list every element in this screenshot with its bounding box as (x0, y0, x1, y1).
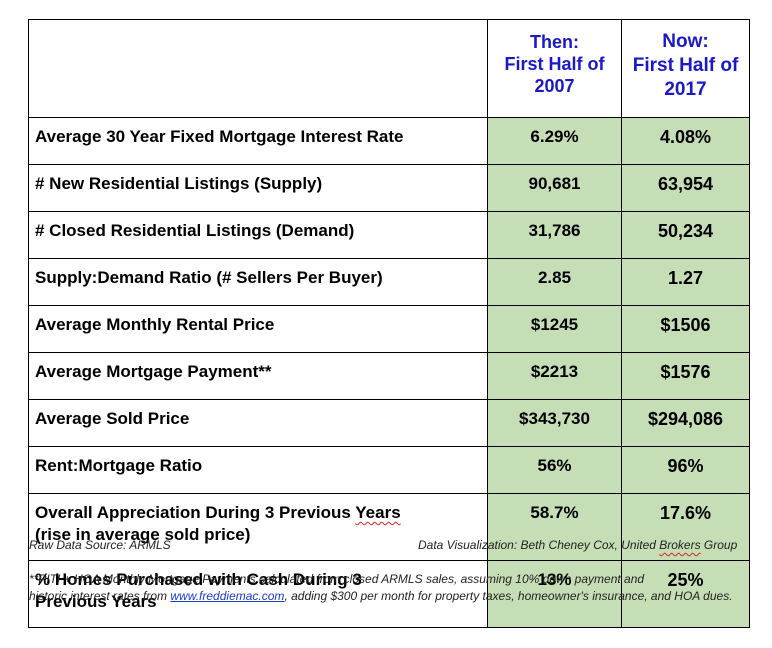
footnote-line-1: **PITI + HOA Monthly Mortgage Payments c… (29, 572, 645, 586)
freddiemac-link[interactable]: www.freddiemac.com (170, 589, 285, 603)
footnote: **PITI + HOA Monthly Mortgage Payments c… (29, 571, 759, 605)
value-now: $1506 (621, 305, 750, 353)
value-now: $294,086 (621, 399, 750, 447)
row-label: Average Sold Price (28, 399, 488, 447)
table-header-row: Then: First Half of 2007 Now: First Half… (28, 19, 750, 118)
column-header-now: Now: First Half of 2017 (621, 19, 750, 118)
credit-suffix: Group (700, 538, 738, 552)
value-now: 96% (621, 446, 750, 494)
table-row: Supply:Demand Ratio (# Sellers Per Buyer… (28, 258, 750, 306)
row-label: Average Monthly Rental Price (28, 305, 488, 353)
data-source-note: Raw Data Source: ARMLS (29, 538, 171, 552)
table-row: Average Sold Price $343,730 $294,086 (28, 399, 750, 447)
table-row: Average Monthly Rental Price $1245 $1506 (28, 305, 750, 353)
table-row: % Homes Purchased with Cash During 3 Pre… (28, 560, 750, 628)
table-row: # Closed Residential Listings (Demand) 3… (28, 211, 750, 259)
value-now: 4.08% (621, 117, 750, 165)
value-now: 25% (621, 560, 750, 628)
row-label-text: Overall Appreciation During 3 Previous (35, 503, 356, 522)
credit-prefix: Data Visualization: Beth Cheney Cox, Uni… (418, 538, 660, 552)
value-then: $1245 (487, 305, 622, 353)
header-then-line-3: 2007 (534, 76, 575, 96)
row-label: Average 30 Year Fixed Mortgage Interest … (28, 117, 488, 165)
header-now-line-1: Now: (662, 31, 709, 52)
table-row: Average Mortgage Payment** $2213 $1576 (28, 352, 750, 400)
value-then: 6.29% (487, 117, 622, 165)
visualization-credit: Data Visualization: Beth Cheney Cox, Uni… (418, 538, 737, 552)
table-row: Rent:Mortgage Ratio 56% 96% (28, 446, 750, 494)
spellcheck-word: Brokers (659, 538, 701, 552)
row-label: % Homes Purchased with Cash During 3 Pre… (28, 560, 488, 628)
header-now-line-2: First Half of (632, 55, 739, 76)
footnote-line-2-suffix: , adding $300 per month for property tax… (284, 589, 733, 603)
value-then: 56% (487, 446, 622, 494)
row-label-line-2: Previous Years (35, 592, 157, 611)
value-then: 2.85 (487, 258, 622, 306)
footnote-line-2: historic interest rates from www.freddie… (29, 588, 759, 605)
value-now: 17.6% (621, 493, 750, 561)
footnote-line-2-prefix: historic interest rates from (29, 589, 171, 603)
value-then: 90,681 (487, 164, 622, 212)
value-then: 31,786 (487, 211, 622, 259)
header-now-line-3: 2017 (664, 79, 707, 100)
row-label: Average Mortgage Payment** (28, 352, 488, 400)
row-label-line-1: Overall Appreciation During 3 Previous Y… (35, 502, 487, 524)
value-now: 50,234 (621, 211, 750, 259)
value-then: $343,730 (487, 399, 622, 447)
row-label-line-2: (rise in average sold price) (35, 525, 251, 544)
row-label: # New Residential Listings (Supply) (28, 164, 488, 212)
column-header-then: Then: First Half of 2007 (487, 19, 622, 118)
row-label: # Closed Residential Listings (Demand) (28, 211, 488, 259)
comparison-table: Then: First Half of 2007 Now: First Half… (28, 19, 750, 628)
row-label: Overall Appreciation During 3 Previous Y… (28, 493, 488, 561)
row-label: Supply:Demand Ratio (# Sellers Per Buyer… (28, 258, 488, 306)
value-then: $2213 (487, 352, 622, 400)
value-then: 13% (487, 560, 622, 628)
value-now: 1.27 (621, 258, 750, 306)
spellcheck-word: Years (355, 503, 401, 522)
value-now: $1576 (621, 352, 750, 400)
row-label: Rent:Mortgage Ratio (28, 446, 488, 494)
header-then-line-2: First Half of (504, 54, 605, 74)
value-now: 63,954 (621, 164, 750, 212)
table-row: Overall Appreciation During 3 Previous Y… (28, 493, 750, 561)
table-row: Average 30 Year Fixed Mortgage Interest … (28, 117, 750, 165)
corner-cell (28, 19, 488, 118)
table-row: # New Residential Listings (Supply) 90,6… (28, 164, 750, 212)
header-then-line-1: Then: (530, 32, 579, 52)
value-then: 58.7% (487, 493, 622, 561)
row-label-line-1: % Homes Purchased with Cash During 3 (35, 570, 362, 589)
